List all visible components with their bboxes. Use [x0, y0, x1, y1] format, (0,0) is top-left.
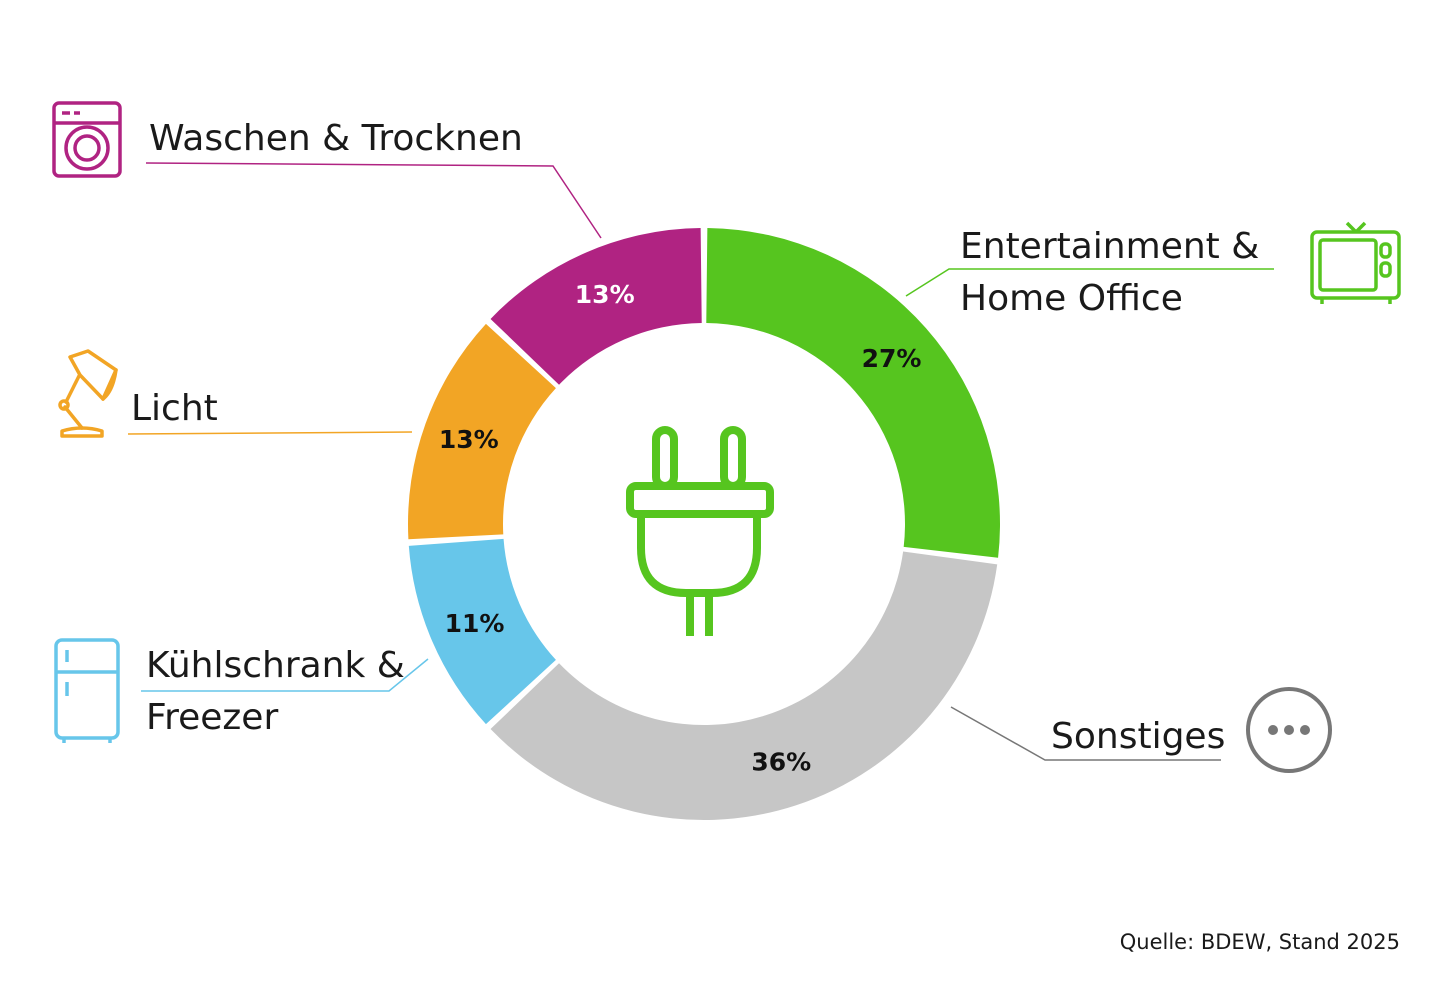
label-waschen: Waschen & Trocknen [149, 118, 523, 159]
donut-segment-entertainment [706, 228, 1000, 558]
fridge-icon [54, 638, 120, 743]
label-entertainment-line2: Home Office [960, 278, 1183, 319]
percent-label-sonstiges: 36% [751, 747, 811, 776]
more-dots-icon [1246, 687, 1332, 773]
percent-label-entertainment: 27% [862, 344, 922, 373]
percent-label-kuehlschrank: 11% [445, 609, 505, 638]
label-licht: Licht [131, 388, 218, 429]
washing-machine-icon [52, 101, 122, 178]
tv-icon [1310, 221, 1401, 304]
category-labels: Waschen & Trocknen Entertainment & Home … [131, 118, 1259, 757]
donut-segment-waschen [490, 228, 702, 385]
label-kuehlschrank-line2: Freezer [146, 697, 278, 738]
source-note: Quelle: BDEW, Stand 2025 [1119, 930, 1400, 954]
label-kuehlschrank-line1: Kühlschrank & [146, 645, 405, 686]
donut-segment-licht [408, 323, 556, 540]
percent-label-waschen: 13% [575, 280, 635, 309]
donut-segments [408, 228, 1000, 820]
leader-line-licht [127, 431, 413, 435]
power-plug-icon [626, 426, 774, 636]
percentage-labels: 27% 36% 11% 13% 13% [439, 280, 922, 776]
leader-line-kuehlschrank [141, 658, 429, 692]
label-entertainment-line1: Entertainment & [960, 226, 1259, 267]
leader-line-sonstiges [950, 706, 1221, 761]
percent-label-licht: 13% [439, 425, 499, 454]
donut-segment-kuehlschrank [408, 538, 556, 725]
leader-line-waschen [145, 162, 602, 239]
leader-lines [127, 162, 1274, 761]
label-sonstiges: Sonstiges [1051, 716, 1225, 757]
donut-segment-sonstiges [490, 551, 998, 820]
leader-line-entertainment [905, 268, 1274, 297]
desk-lamp-icon [58, 349, 118, 438]
